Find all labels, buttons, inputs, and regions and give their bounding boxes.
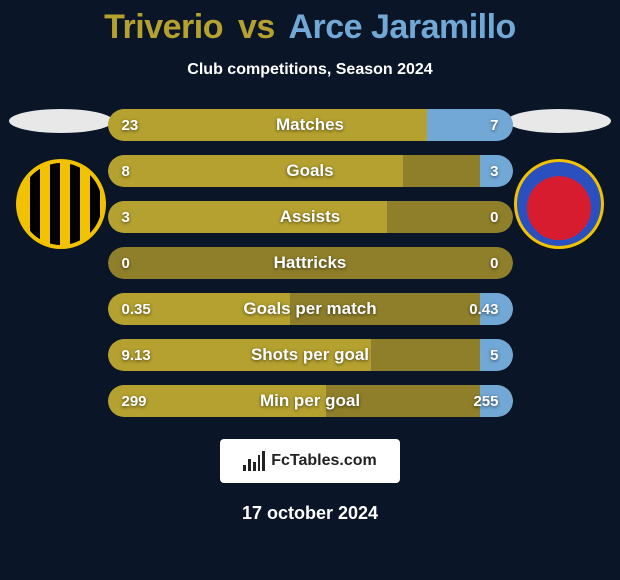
- stat-row: 0.350.43Goals per match: [108, 293, 513, 325]
- bar-track: [108, 247, 513, 279]
- stat-row: 9.135Shots per goal: [108, 339, 513, 371]
- bar-left-fill: [108, 201, 387, 233]
- player2-name: Arce Jaramillo: [288, 8, 515, 46]
- player2-column: [504, 109, 614, 249]
- player1-name: Triverio: [104, 8, 223, 46]
- stat-row: 83Goals: [108, 155, 513, 187]
- date-text: 17 october 2024: [0, 503, 620, 524]
- bar-left-fill: [108, 155, 404, 187]
- bar-right-fill: [480, 155, 512, 187]
- team-left-badge-icon: [16, 159, 106, 249]
- bar-left-fill: [108, 339, 371, 371]
- comparison-card: Triverio vs Arce Jaramillo Club competit…: [0, 0, 620, 580]
- player1-head-placeholder: [9, 109, 113, 133]
- brand-chart-icon: [243, 451, 265, 471]
- stat-row: 237Matches: [108, 109, 513, 141]
- stat-row: 299255Min per goal: [108, 385, 513, 417]
- player2-head-placeholder: [507, 109, 611, 133]
- vs-text: vs: [238, 8, 275, 46]
- team-right-badge-icon: [514, 159, 604, 249]
- stat-row: 30Assists: [108, 201, 513, 233]
- stat-bars: 237Matches 83Goals 30Assists 00Hattricks 0.3…: [108, 109, 513, 417]
- subtitle: Club competitions, Season 2024: [0, 61, 620, 79]
- brand-badge[interactable]: FcTables.com: [220, 439, 400, 483]
- page-title: Triverio vs Arce Jaramillo: [0, 8, 620, 47]
- bar-right-fill: [480, 293, 512, 325]
- brand-text: FcTables.com: [271, 452, 377, 470]
- stage: 237Matches 83Goals 30Assists 00Hattricks 0.3…: [0, 109, 620, 417]
- bar-right-fill: [427, 109, 512, 141]
- bar-right-fill: [480, 385, 512, 417]
- player1-column: [6, 109, 116, 249]
- bar-left-fill: [108, 293, 290, 325]
- bar-right-fill: [480, 339, 512, 371]
- bar-left-fill: [108, 385, 327, 417]
- bar-left-fill: [108, 109, 428, 141]
- stat-row: 00Hattricks: [108, 247, 513, 279]
